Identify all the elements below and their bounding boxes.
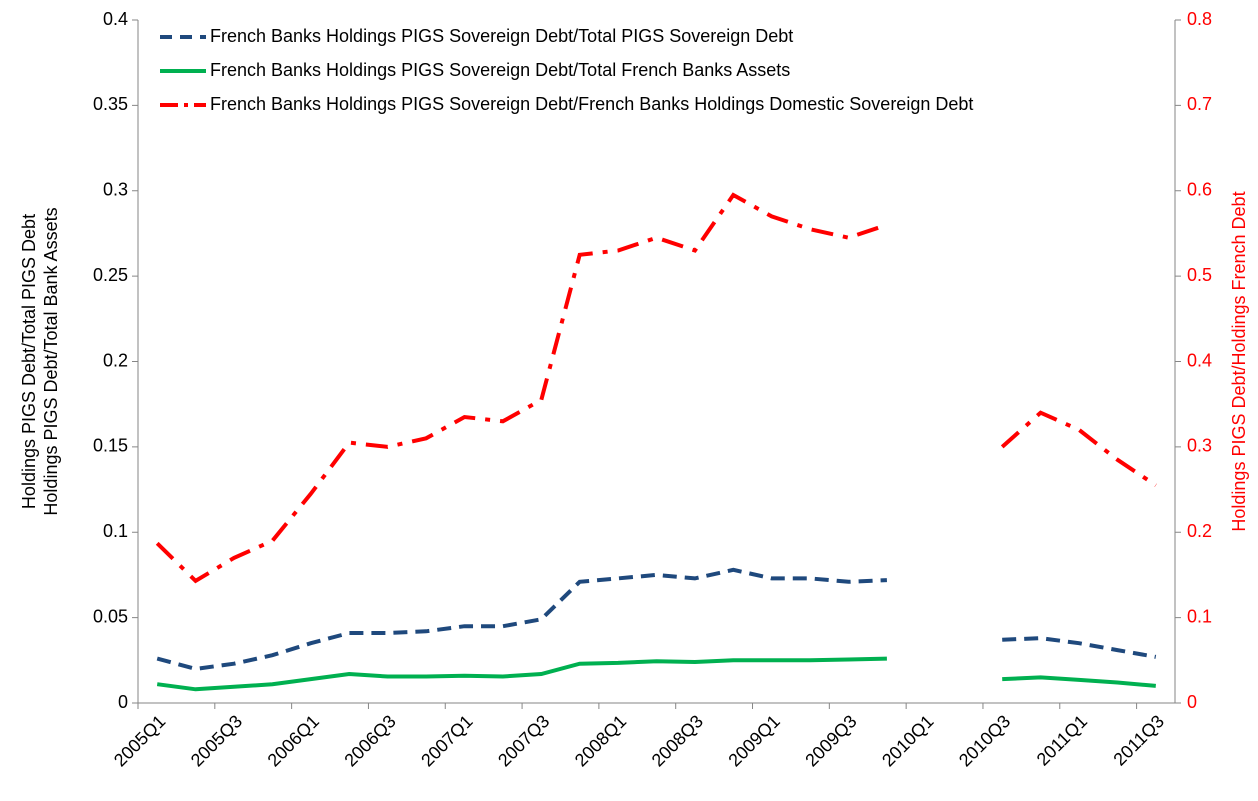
y2-tick-label: 0.5	[1187, 265, 1212, 285]
y-tick-label: 0.05	[93, 606, 128, 626]
legend-label: French Banks Holdings PIGS Sovereign Deb…	[210, 94, 973, 114]
x-tick-label: 2009Q1	[724, 711, 783, 770]
x-tick-label: 2010Q3	[955, 711, 1014, 770]
y2-tick-label: 0.1	[1187, 606, 1212, 626]
x-tick-label: 2008Q1	[571, 711, 630, 770]
y-tick-label: 0	[118, 692, 128, 712]
x-tick-label: 2007Q1	[417, 711, 476, 770]
y-tick-label: 0.3	[103, 180, 128, 200]
y-axis-title: Holdings PIGS Debt/Total PIGS Debt	[19, 214, 39, 509]
x-tick-label: 2011Q1	[1033, 711, 1091, 769]
y2-tick-label: 0.6	[1187, 180, 1212, 200]
y2-tick-label: 0	[1187, 692, 1197, 712]
series-line	[155, 192, 1157, 584]
y-tick-label: 0.2	[103, 350, 128, 370]
y-tick-label: 0.1	[103, 521, 128, 541]
legend-label: French Banks Holdings PIGS Sovereign Deb…	[210, 60, 790, 80]
legend-label: French Banks Holdings PIGS Sovereign Deb…	[210, 26, 793, 46]
x-tick-label: 2010Q1	[878, 711, 937, 770]
x-tick-label: 2005Q1	[110, 711, 169, 770]
series-line	[156, 567, 1157, 671]
x-tick-label: 2006Q1	[264, 711, 323, 770]
x-tick-label: 2009Q3	[801, 711, 860, 770]
y2-tick-label: 0.4	[1187, 350, 1212, 370]
y-tick-label: 0.35	[93, 94, 128, 114]
x-tick-label: 2011Q3	[1109, 711, 1167, 769]
x-tick-label: 2006Q3	[340, 711, 399, 770]
y2-tick-label: 0.2	[1187, 521, 1212, 541]
x-tick-label: 2008Q3	[648, 711, 707, 770]
y-axis-title: Holdings PIGS Debt/Total Bank Assets	[41, 207, 61, 515]
x-tick-label: 2007Q3	[494, 711, 553, 770]
x-tick-label: 2005Q3	[187, 711, 246, 770]
y2-axis-title: Holdings PIGS Debt/Holdings French Debt	[1229, 191, 1249, 531]
y2-tick-label: 0.7	[1187, 94, 1212, 114]
y2-tick-label: 0.3	[1187, 436, 1212, 456]
y-tick-label: 0.15	[93, 436, 128, 456]
y-tick-label: 0.25	[93, 265, 128, 285]
y-tick-label: 0.4	[103, 9, 128, 29]
series-line	[156, 656, 1156, 692]
y2-tick-label: 0.8	[1187, 9, 1212, 29]
